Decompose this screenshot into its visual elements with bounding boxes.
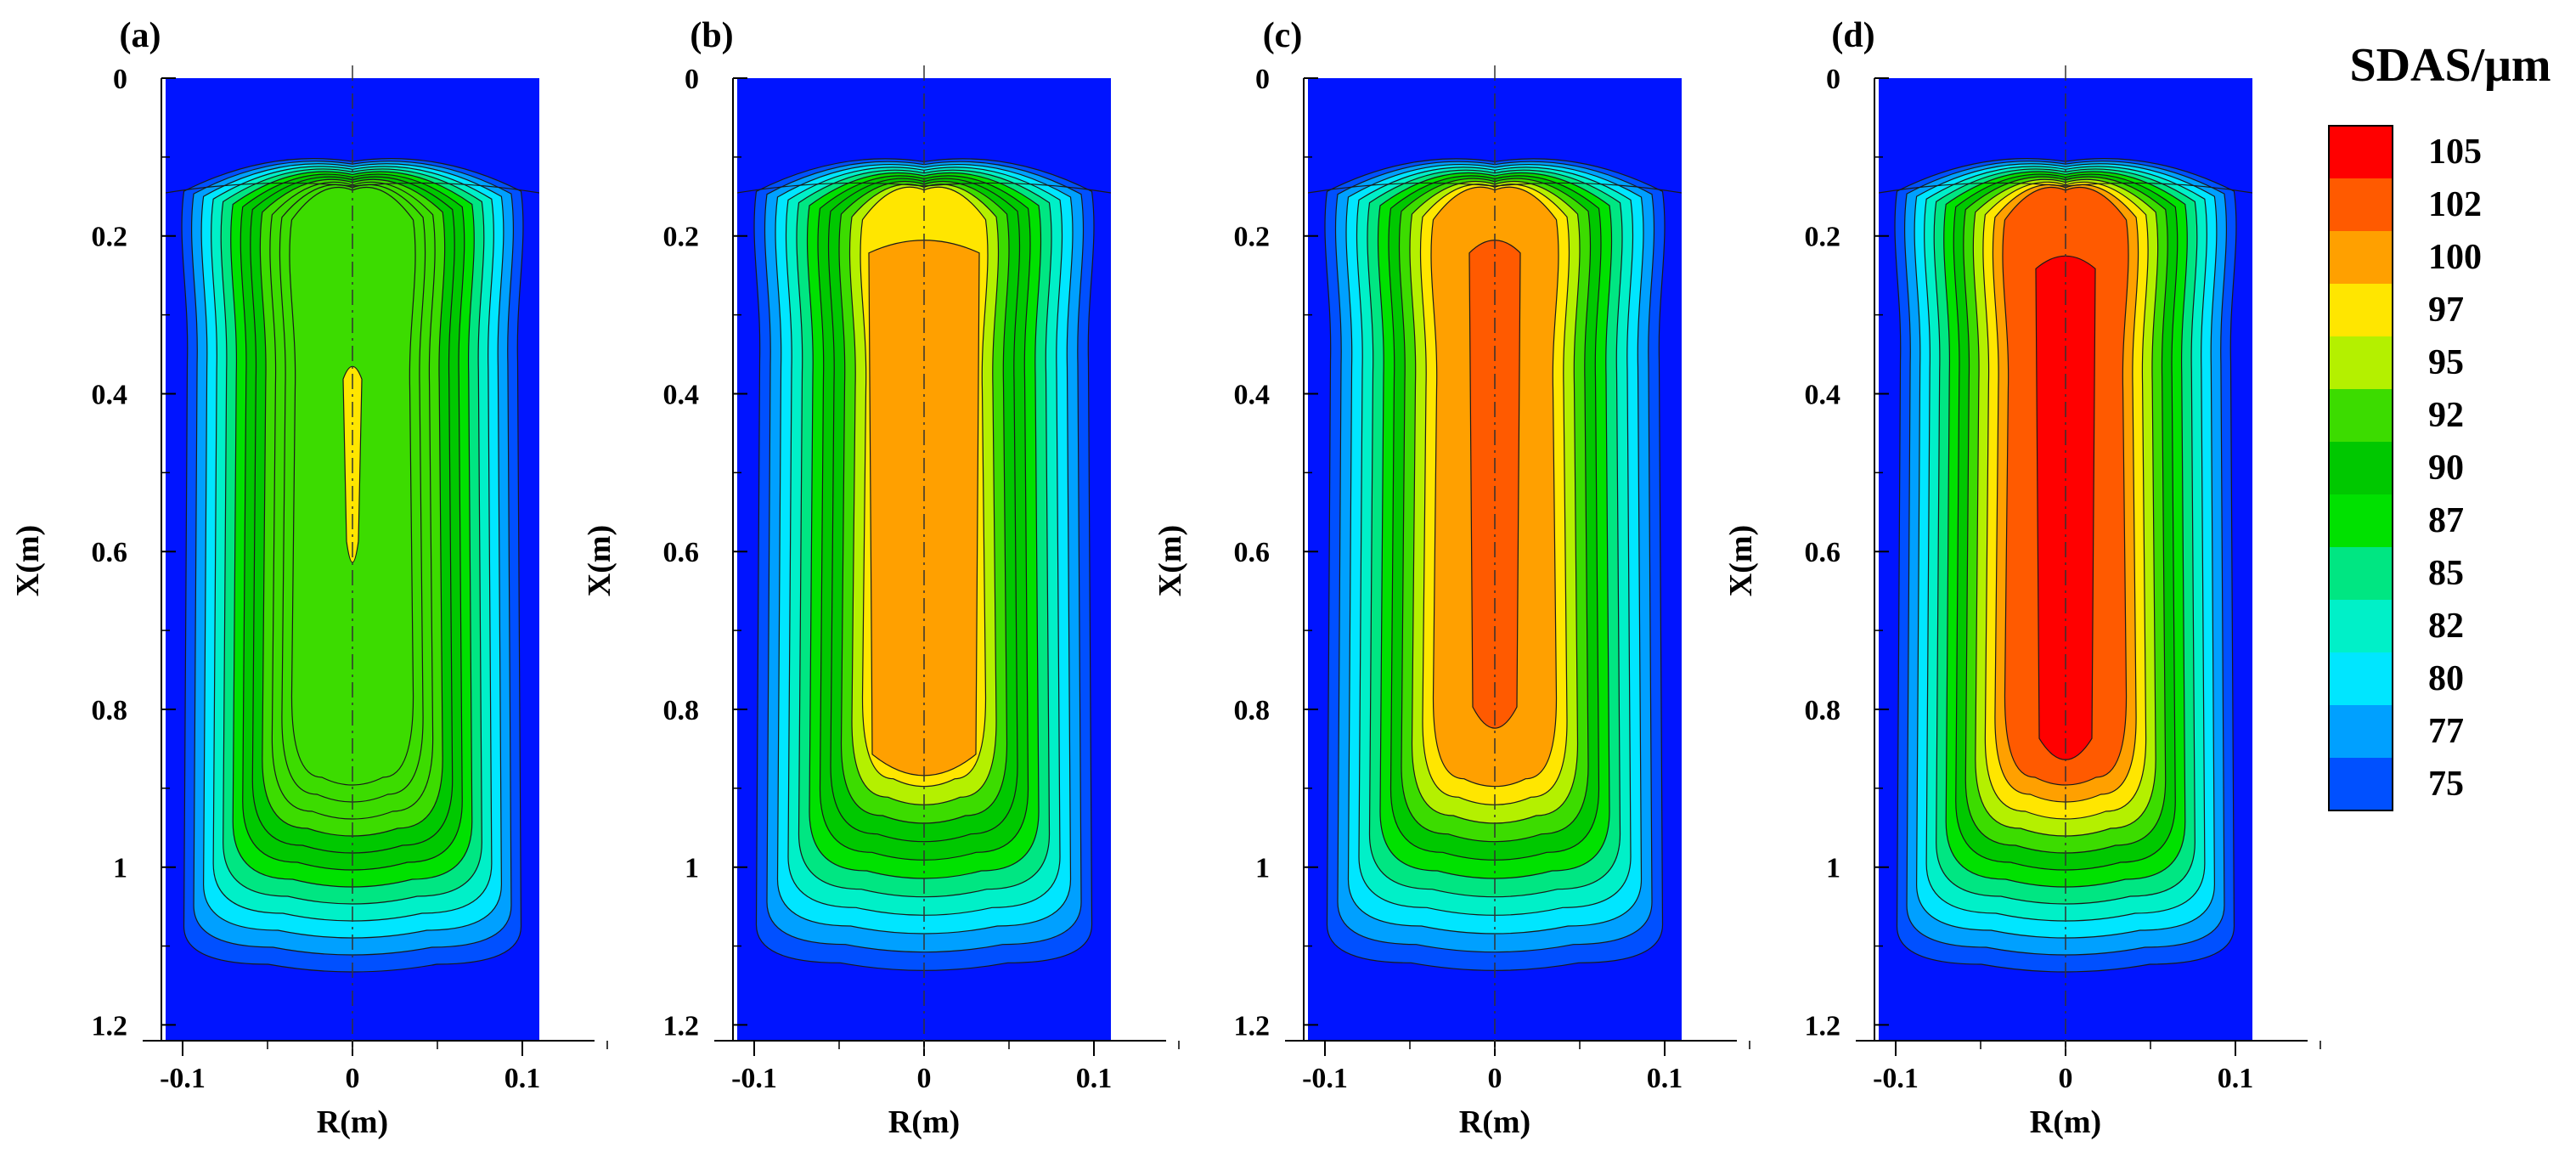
- x-tick-label: 0.4: [1234, 379, 1271, 410]
- r-tick-label: 0.1: [1076, 1063, 1113, 1094]
- r-tick-label: 0.1: [2218, 1063, 2254, 1094]
- r-tick-label: 0.1: [504, 1063, 541, 1094]
- legend-swatch-102: [2329, 178, 2393, 231]
- panel-b: 0 0.2 0.4 0.6 0.8 1 1.2 -0.1 0 0.1 (b) X(m) R(m): [582, 16, 1180, 1140]
- legend-title: SDAS/μm: [2349, 39, 2551, 92]
- legend-label-100: 100: [2428, 238, 2482, 277]
- legend-swatch-87: [2329, 494, 2393, 547]
- legend-label-80: 80: [2428, 659, 2464, 698]
- legend-frame: [2328, 125, 2393, 811]
- r-tick-label: -0.1: [1302, 1063, 1348, 1094]
- x-tick-label: 0.8: [92, 695, 128, 726]
- x-tick-label: 1.2: [1234, 1010, 1271, 1042]
- legend: SDAS/μm 105 102 100 97 95 92 90 87 85 82 80 77 75: [2328, 39, 2551, 811]
- r-axis-label: R(m): [888, 1104, 960, 1140]
- r-tick-label: -0.1: [1873, 1063, 1919, 1094]
- legend-label-92: 92: [2428, 396, 2464, 435]
- panel-label: (a): [120, 16, 161, 55]
- legend-label-75: 75: [2428, 765, 2464, 804]
- legend-swatch-105: [2329, 126, 2393, 178]
- legend-label-82: 82: [2428, 607, 2464, 646]
- panel-d: 0 0.2 0.4 0.6 0.8 1 1.2 -0.1 0 0.1 (d) X(m) R(m): [1723, 16, 2321, 1140]
- r-tick-label: -0.1: [160, 1063, 206, 1094]
- r-tick-label: 0: [917, 1063, 932, 1094]
- x-axis-label: X(m): [1153, 525, 1188, 596]
- x-tick-label: 0: [1255, 64, 1270, 95]
- x-tick-label: 1: [685, 853, 699, 884]
- contour-core-102: [1468, 240, 1521, 729]
- panel-label: (c): [1263, 16, 1303, 55]
- x-tick-label: 0: [113, 64, 127, 95]
- legend-swatch-100: [2329, 231, 2393, 284]
- x-tick-label: 0.8: [663, 695, 700, 726]
- legend-label-77: 77: [2428, 712, 2464, 751]
- x-tick-label: 0.4: [1805, 379, 1841, 410]
- legend-label-87: 87: [2428, 501, 2464, 540]
- x-axis-label: X(m): [1723, 525, 1759, 596]
- legend-swatch-92: [2329, 389, 2393, 442]
- contour-field: [737, 78, 1111, 1041]
- legend-swatch-90: [2329, 442, 2393, 494]
- legend-swatch-85: [2329, 547, 2393, 600]
- legend-swatch-75: [2329, 758, 2393, 810]
- x-tick-label: 1: [1255, 853, 1270, 884]
- legend-swatch-95: [2329, 336, 2393, 389]
- contour-field: [166, 78, 539, 1041]
- r-tick-label: 0: [346, 1063, 360, 1094]
- x-tick-label: 1.2: [663, 1010, 700, 1042]
- legend-swatch-77: [2329, 705, 2393, 758]
- legend-label-102: 102: [2428, 185, 2482, 224]
- r-tick-label: -0.1: [731, 1063, 777, 1094]
- x-tick-label: 0.4: [92, 379, 128, 410]
- x-tick-label: 1: [1826, 853, 1840, 884]
- legend-label-105: 105: [2428, 133, 2482, 172]
- x-tick-label: 0: [1826, 64, 1840, 95]
- x-tick-label: 0.2: [1234, 222, 1271, 253]
- r-tick-label: 0: [1488, 1063, 1502, 1094]
- legend-label-95: 95: [2428, 343, 2464, 382]
- r-axis-label: R(m): [1459, 1104, 1530, 1140]
- r-tick-label: 0.1: [1647, 1063, 1683, 1094]
- r-axis-label: R(m): [2030, 1104, 2101, 1140]
- legend-swatch-82: [2329, 600, 2393, 652]
- x-tick-label: 0.2: [663, 222, 700, 253]
- x-tick-label: 0: [685, 64, 699, 95]
- legend-label-85: 85: [2428, 554, 2464, 593]
- panel-c: 0 0.2 0.4 0.6 0.8 1 1.2 -0.1 0 0.1 (c) X(m) R(m): [1153, 16, 1750, 1140]
- legend-swatch-97: [2329, 284, 2393, 336]
- x-tick-label: 0.8: [1805, 695, 1841, 726]
- x-tick-label: 0.2: [92, 222, 128, 253]
- x-tick-label: 0.6: [92, 537, 128, 568]
- x-axis-label: X(m): [582, 525, 617, 596]
- x-tick-label: 1: [113, 853, 127, 884]
- x-tick-label: 0.6: [1805, 537, 1841, 568]
- x-tick-label: 0.2: [1805, 222, 1841, 253]
- x-tick-label: 0.6: [1234, 537, 1271, 568]
- legend-label-97: 97: [2428, 291, 2464, 330]
- legend-swatch-80: [2329, 652, 2393, 705]
- x-tick-label: 1.2: [1805, 1010, 1841, 1042]
- x-tick-label: 1.2: [92, 1010, 128, 1042]
- r-tick-label: 0: [2059, 1063, 2073, 1094]
- r-axis-label: R(m): [317, 1104, 388, 1140]
- x-axis-label: X(m): [10, 525, 46, 596]
- panel-label: (d): [1831, 16, 1874, 55]
- x-tick-label: 0.8: [1234, 695, 1271, 726]
- panel-label: (b): [690, 16, 733, 55]
- x-tick-label: 0.4: [663, 379, 700, 410]
- panel-a: 0 0.2 0.4 0.6 0.8 1 1.2 -0.1 0 0.1 (a) X(m) R(m): [10, 16, 608, 1140]
- contour-field: [1879, 78, 2252, 1041]
- contour-field: [1308, 78, 1682, 1041]
- x-tick-label: 0.6: [663, 537, 700, 568]
- legend-label-90: 90: [2428, 449, 2464, 488]
